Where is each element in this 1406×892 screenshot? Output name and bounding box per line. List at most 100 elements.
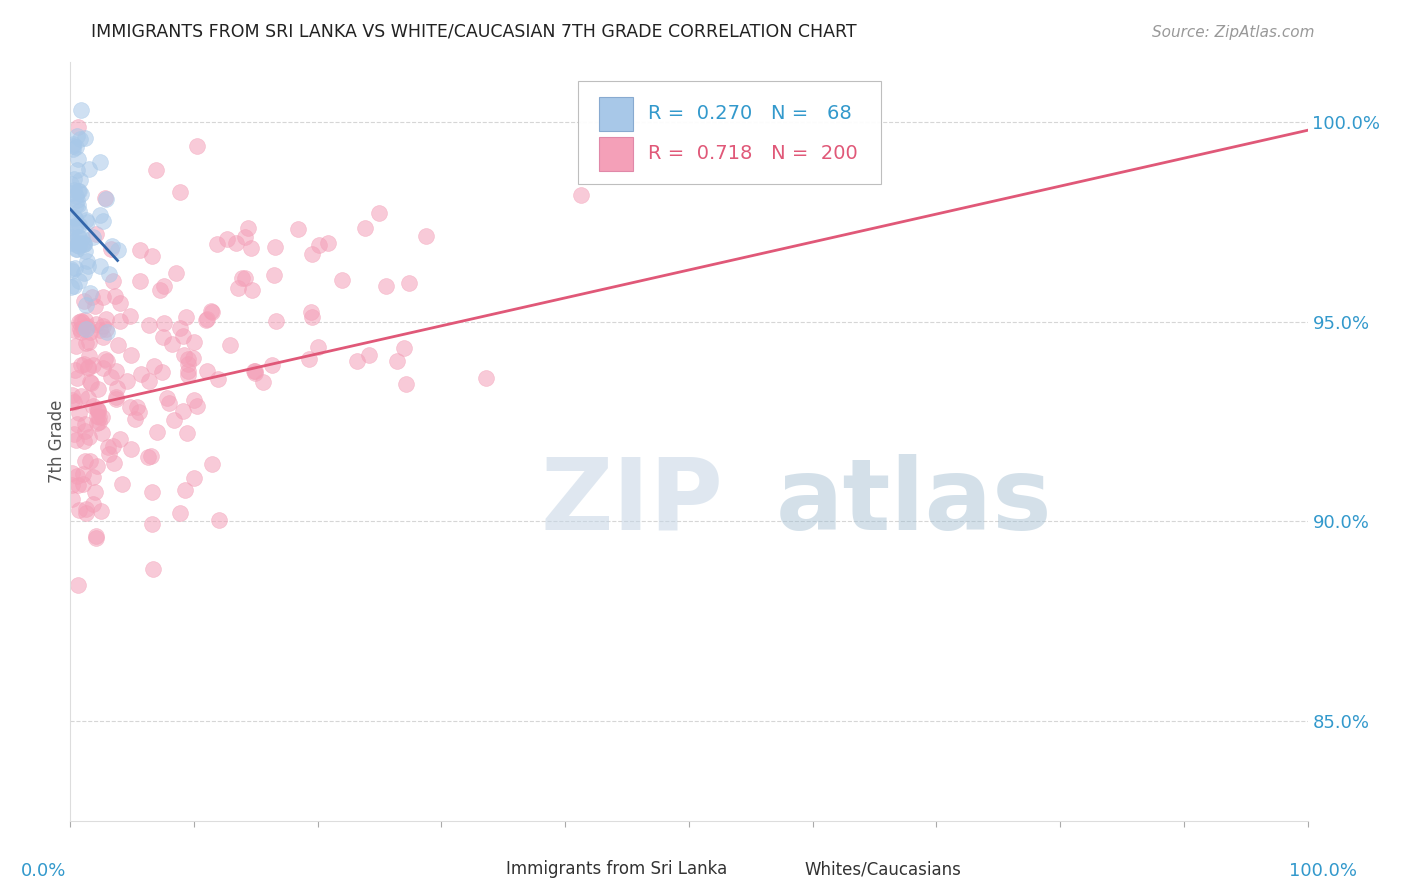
Point [100, 370, 122, 384]
Point [65, 189, 87, 203]
Point [264, 313, 287, 327]
Point [145, 425, 167, 439]
Point [65, 433, 87, 447]
Point [75, 213, 97, 227]
Text: 100.0%: 100.0% [1289, 863, 1357, 880]
Point [415, 228, 437, 243]
Point [219, 338, 242, 352]
Point [84, 318, 107, 332]
Point [77, 359, 100, 374]
Point [287, 222, 309, 236]
Point [136, 450, 159, 464]
Point [91, 318, 114, 333]
Point [60, 388, 83, 402]
Point [65, 219, 87, 233]
Point [150, 365, 173, 379]
Point [82, 497, 104, 511]
Point [138, 318, 160, 333]
Point [70, 315, 93, 329]
Point [73, 357, 96, 371]
Point [73, 237, 96, 252]
Text: 0.0%: 0.0% [21, 863, 66, 880]
Point [94, 312, 117, 326]
Point [176, 425, 198, 440]
Point [73, 434, 96, 448]
Point [201, 457, 224, 471]
Text: Whites/Caucasians: Whites/Caucasians [804, 860, 960, 878]
Point [66, 236, 89, 251]
Point [84, 529, 107, 543]
Point [72, 476, 94, 491]
Point [60, 220, 83, 235]
Point [394, 341, 416, 355]
Point [186, 139, 208, 153]
Bar [472, 858, 499, 881]
Point [63, 426, 86, 441]
Point [62, 183, 84, 197]
Point [108, 432, 131, 446]
Point [252, 375, 274, 389]
Point [73, 244, 96, 259]
Point [107, 338, 129, 352]
Point [89, 154, 111, 169]
Point [67, 239, 90, 253]
Point [66, 229, 89, 244]
Point [69, 173, 91, 187]
Point [79, 375, 101, 389]
Point [60, 279, 83, 293]
Point [330, 273, 353, 287]
Point [73, 417, 96, 431]
Point [69, 325, 91, 339]
Point [105, 390, 128, 404]
Point [67, 152, 90, 166]
Point [195, 312, 218, 326]
Point [474, 371, 496, 385]
Text: atlas: atlas [776, 454, 1052, 550]
Point [89, 415, 111, 429]
Point [200, 305, 222, 319]
Point [63, 363, 86, 377]
Point [66, 193, 89, 207]
Point [86, 458, 108, 473]
Point [91, 410, 114, 425]
Y-axis label: 7th Grade: 7th Grade [48, 400, 66, 483]
Point [73, 424, 96, 438]
Point [153, 317, 176, 331]
Point [129, 367, 152, 381]
Point [245, 364, 267, 378]
Point [94, 352, 117, 367]
Point [66, 577, 89, 591]
Point [108, 314, 131, 328]
Point [155, 391, 177, 405]
Point [195, 364, 218, 378]
Point [354, 221, 377, 235]
Point [66, 129, 89, 144]
Point [169, 186, 191, 200]
Point [139, 449, 162, 463]
Point [236, 220, 259, 235]
Point [72, 235, 94, 250]
Point [375, 279, 398, 293]
Point [141, 516, 163, 531]
Point [65, 140, 87, 154]
Point [60, 261, 83, 276]
Point [91, 426, 114, 441]
Point [108, 295, 131, 310]
Point [165, 266, 187, 280]
Point [125, 400, 148, 414]
Point [60, 230, 83, 244]
Point [77, 430, 100, 444]
Point [176, 351, 198, 366]
Point [96, 192, 118, 206]
Point [235, 230, 257, 244]
Point [172, 328, 194, 343]
Point [83, 299, 105, 313]
Point [69, 219, 91, 233]
Point [86, 409, 108, 423]
Point [67, 184, 90, 198]
Point [62, 138, 84, 153]
Point [67, 406, 90, 420]
Point [177, 368, 200, 383]
Point [141, 249, 163, 263]
Point [120, 442, 142, 457]
